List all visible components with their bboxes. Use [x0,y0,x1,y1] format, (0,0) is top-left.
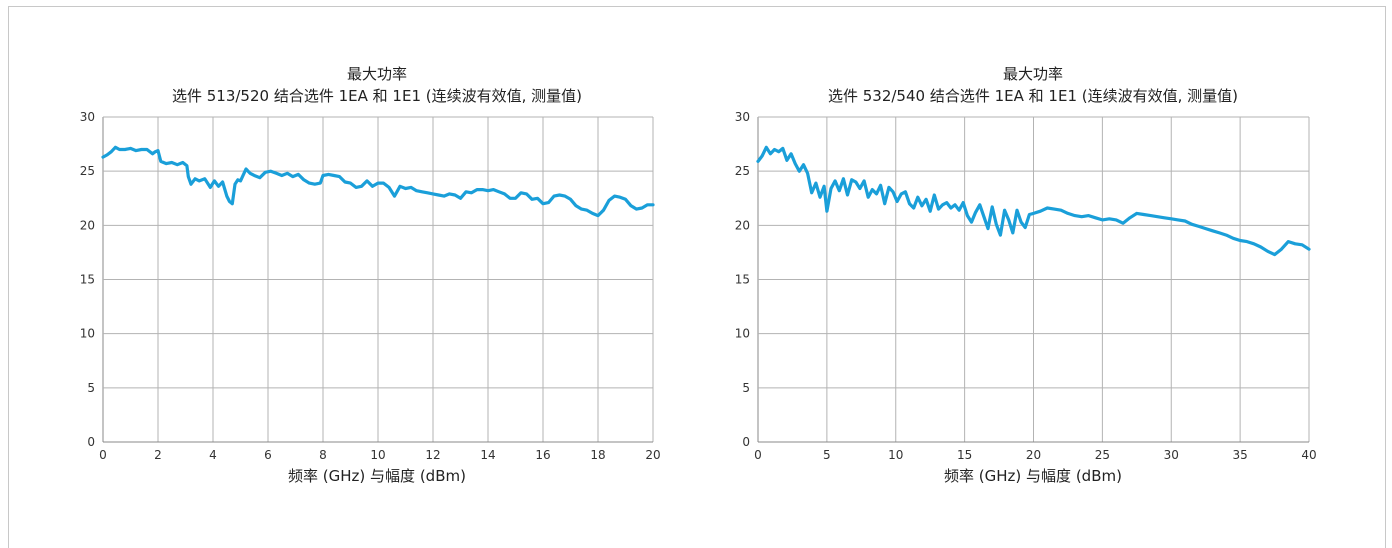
chart-right-x-tick-20: 20 [1026,448,1041,462]
chart-right-x-tick-25: 25 [1095,448,1110,462]
chart-left-y-tick-10: 10 [80,327,95,341]
chart-left-series-line-0 [101,145,655,218]
chart-left-y-tick-25: 25 [80,164,95,178]
chart-left-x-tick-6: 6 [264,448,272,462]
chart-left-x-tick-10: 10 [370,448,385,462]
chart-right-y-ticks: 0 5 10 15 20 25 30 [735,110,750,449]
chart-right-x-ticks: 0 5 10 15 20 25 30 35 40 [754,448,1316,462]
chart-left-x-tick-12: 12 [425,448,440,462]
chart-left-subtitle: 选件 513/520 结合选件 1EA 和 1E1 (连续波有效值, 测量值) [172,87,582,105]
chart-right-x-tick-35: 35 [1232,448,1247,462]
chart-left-series [101,145,655,218]
chart-left-x-ticks: 0 2 4 6 8 10 12 14 16 18 20 [99,448,660,462]
chart-right-x-tick-15: 15 [957,448,972,462]
chart-left-x-tick-0: 0 [99,448,107,462]
chart-left-x-axis-label: 频率 (GHz) 与幅度 (dBm) [288,467,466,485]
chart-left-x-tick-2: 2 [154,448,162,462]
chart-right-series-line-0 [756,145,1311,257]
chart-right-subtitle: 选件 532/540 结合选件 1EA 和 1E1 (连续波有效值, 测量值) [828,87,1238,105]
chart-left-x-tick-4: 4 [209,448,217,462]
chart-left-gridlines [102,116,654,443]
chart-right-series [756,145,1311,257]
chart-left-x-tick-20: 20 [645,448,660,462]
chart-left-x-tick-16: 16 [535,448,550,462]
chart-left-y-tick-15: 15 [80,273,95,287]
chart-right-x-tick-40: 40 [1301,448,1316,462]
chart-right-x-tick-30: 30 [1164,448,1179,462]
chart-right-y-tick-30: 30 [735,110,750,124]
chart-right-y-tick-10: 10 [735,327,750,341]
chart-left-y-tick-5: 5 [87,381,95,395]
chart-left-x-tick-18: 18 [590,448,605,462]
chart-left: 最大功率 选件 513/520 结合选件 1EA 和 1E1 (连续波有效值, … [80,65,661,485]
chart-right-y-tick-0: 0 [742,435,750,449]
chart-left-x-tick-8: 8 [319,448,327,462]
chart-right: 最大功率 选件 532/540 结合选件 1EA 和 1E1 (连续波有效值, … [735,65,1317,485]
figure-frame [8,6,1386,548]
chart-left-x-tick-14: 14 [480,448,495,462]
chart-left-y-tick-30: 30 [80,110,95,124]
chart-right-y-tick-5: 5 [742,381,750,395]
chart-right-x-tick-5: 5 [823,448,831,462]
chart-left-y-tick-0: 0 [87,435,95,449]
chart-right-y-tick-25: 25 [735,164,750,178]
chart-left-title: 最大功率 [347,65,407,83]
chart-left-y-ticks: 0 5 10 15 20 25 30 [80,110,95,449]
chart-right-y-tick-20: 20 [735,218,750,232]
chart-right-title: 最大功率 [1003,65,1063,83]
chart-left-y-tick-20: 20 [80,218,95,232]
chart-right-x-tick-10: 10 [888,448,903,462]
chart-right-x-axis-label: 频率 (GHz) 与幅度 (dBm) [944,467,1122,485]
chart-right-y-tick-15: 15 [735,273,750,287]
chart-right-gridlines [757,116,1310,443]
chart-right-x-tick-0: 0 [754,448,762,462]
